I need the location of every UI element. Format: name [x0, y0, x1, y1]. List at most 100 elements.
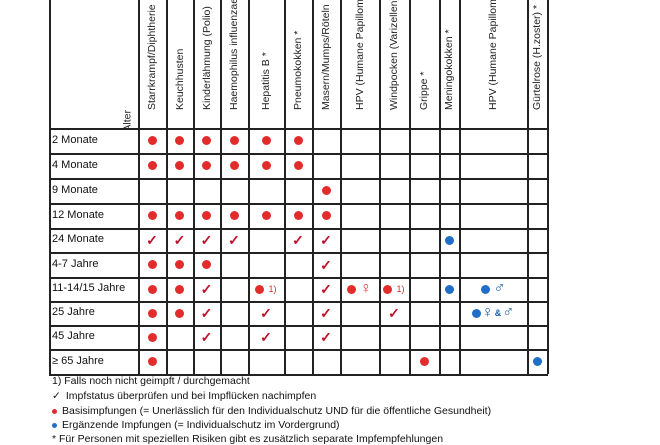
cell-polio: ✓ — [193, 228, 220, 252]
legend-check-text: Impfstatus überprüfen und bei Impflücken… — [65, 390, 317, 402]
blue-dot-icon — [471, 308, 481, 318]
red-dot-icon — [202, 211, 211, 220]
row-label: 2 Monate — [52, 133, 98, 146]
check-icon: ✓ — [200, 305, 213, 321]
red-dot-icon — [321, 211, 331, 220]
grid-line — [49, 203, 548, 205]
cell-mmr: ✓ — [312, 301, 340, 325]
red-dot-icon — [175, 161, 184, 170]
row-label: 4-7 Jahre — [52, 257, 99, 270]
cell-sd — [138, 301, 166, 325]
blue-dot-icon — [532, 357, 542, 366]
red-dot-icon — [147, 284, 157, 294]
row-label: ≥ 65 Jahre — [52, 354, 104, 367]
cell-sd — [138, 128, 166, 153]
red-dot-icon — [293, 161, 303, 170]
cell-hib: ✓ — [220, 228, 248, 252]
cell-keuch — [166, 203, 193, 228]
red-dot-icon — [202, 260, 211, 269]
cell-hpv2: ♂ — [459, 277, 527, 301]
column-header-hepb: Hepatitis B * — [248, 0, 284, 128]
cell-sd — [138, 325, 166, 349]
cell-pneumo — [284, 203, 312, 228]
column-header-sd: Starrkrampf/Diphtherie — [138, 0, 166, 128]
cell-sd — [138, 252, 166, 277]
cell-keuch — [166, 301, 193, 325]
grid-line — [459, 0, 461, 374]
red-dot-icon — [293, 136, 303, 145]
grid-line — [49, 349, 548, 351]
cell-pneumo — [284, 128, 312, 153]
grid-line — [49, 325, 548, 327]
cell-hib — [220, 153, 248, 178]
column-header-pneumo: Pneumokokken * — [284, 0, 312, 128]
cell-hpv2: ♀ & ♂ — [459, 301, 527, 325]
check-icon: ✓ — [200, 329, 213, 345]
grid-line — [220, 0, 222, 374]
grid-line — [193, 0, 195, 374]
row-label: 24 Monate — [52, 233, 104, 245]
column-header-label: Haemophilus influenzae — [228, 0, 240, 110]
column-header-mening: Meningokokken * — [439, 0, 459, 128]
check-icon: ✓ — [146, 232, 158, 248]
cell-hib — [220, 203, 248, 228]
column-header-mmr: Masern/Mumps/Röteln — [312, 0, 340, 128]
cell-keuch: ✓ — [166, 228, 193, 252]
grid-line — [49, 0, 51, 374]
cell-sd — [138, 203, 166, 228]
check-icon: ✓ — [320, 305, 332, 321]
cell-hepb: ✓ — [248, 301, 284, 325]
check-icon: ✓ — [292, 232, 304, 248]
legend-basis: Basisimpfungen (= Unerlässlich für den I… — [52, 405, 491, 417]
legend-ergaenzend-text: Ergänzende Impfungen (= Individualschutz… — [62, 419, 340, 431]
check-icon: ✓ — [200, 281, 213, 297]
cell-polio — [193, 153, 220, 178]
grid-line — [49, 301, 548, 303]
cell-sd: ✓ — [138, 228, 166, 252]
red-dot-icon — [147, 332, 157, 342]
cell-sd — [138, 277, 166, 301]
grid-line — [409, 0, 411, 374]
column-header-hpv1: HPV (Humane Papillomaviren) — [340, 0, 379, 128]
red-dot-icon — [261, 211, 271, 220]
blue-dot-icon — [480, 284, 490, 294]
red-dot-icon — [175, 308, 184, 318]
check-icon: ✓ — [173, 232, 186, 248]
red-dot-icon — [229, 161, 239, 170]
cell-hepb: 1) — [248, 277, 284, 301]
legend-asterisk: * Für Personen mit speziellen Risiken gi… — [52, 433, 444, 445]
cell-sd — [138, 349, 166, 374]
grid-line — [49, 178, 548, 180]
cell-hepb — [248, 153, 284, 178]
cell-zoster — [527, 349, 547, 374]
check-icon: ✓ — [320, 281, 332, 297]
cell-polio: ✓ — [193, 277, 220, 301]
red-dot-icon — [147, 260, 157, 269]
cell-mmr: ✓ — [312, 325, 340, 349]
cell-vzv: 1) — [379, 277, 409, 301]
column-header-label: Keuchhusten — [173, 48, 186, 110]
grid-line — [439, 0, 441, 374]
check-icon: ✓ — [260, 305, 272, 321]
row-label: 11-14/15 Jahre — [52, 282, 126, 294]
red-dot-icon — [347, 284, 356, 294]
check-icon: ✓ — [388, 305, 400, 321]
row-label: 45 Jahre — [52, 330, 95, 342]
cell-mmr — [312, 203, 340, 228]
column-header-zoster: Gürtelrose (H.zoster) * — [527, 0, 547, 128]
red-dot-icon — [147, 136, 157, 145]
grid-line — [49, 228, 548, 230]
cell-sd — [138, 153, 166, 178]
grid-line — [49, 277, 548, 279]
column-header-label: Gürtelrose (H.zoster) * — [531, 4, 543, 110]
column-header-vzv: Windpocken (Varizellen) — [379, 0, 409, 128]
cell-polio — [193, 203, 220, 228]
column-header-alter: Alter — [49, 0, 138, 128]
grid-line — [248, 0, 250, 374]
red-dot-icon — [175, 136, 184, 145]
column-header-label: HPV (Humane Papillomaviren) — [353, 0, 366, 110]
column-header-label: Masern/Mumps/Röteln — [320, 4, 332, 110]
cell-pneumo: ✓ — [284, 228, 312, 252]
red-dot-icon — [175, 284, 184, 294]
female-icon: ♀ — [360, 280, 372, 297]
